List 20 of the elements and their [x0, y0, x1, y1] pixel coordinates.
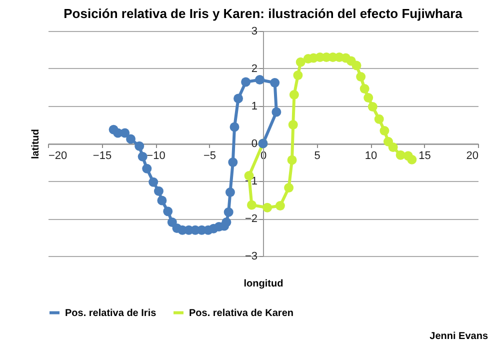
- x-tick-label: −15: [92, 150, 112, 162]
- y-tick-label: 1: [251, 100, 258, 112]
- x-tick-label: −10: [146, 150, 166, 162]
- legend-label: Pos. relativa de Iris: [65, 308, 157, 319]
- y-tick-label: 2: [251, 63, 258, 75]
- chart-title: Posición relativa de Iris y Karen: ilustración del efecto Fujiwhara: [64, 6, 464, 21]
- y-tick-label: −2: [244, 213, 258, 225]
- y-tick-label: 3: [251, 26, 258, 38]
- y-tick-label: −3: [244, 250, 258, 262]
- y-axis-title: latitud: [30, 129, 42, 159]
- legend-label: Pos. relativa de Karen: [189, 308, 294, 319]
- y-tick-label: 0: [251, 138, 258, 150]
- x-axis-title: longitud: [244, 278, 284, 290]
- x-tick-label: 15: [418, 150, 431, 162]
- x-tick-label: −20: [48, 150, 68, 162]
- x-tick-label: −5: [203, 150, 216, 162]
- x-tick-label: 10: [364, 150, 378, 162]
- x-tick-label: 5: [314, 150, 320, 162]
- x-tick-label: 20: [466, 150, 478, 162]
- text: Jenni Evans: [430, 331, 488, 342]
